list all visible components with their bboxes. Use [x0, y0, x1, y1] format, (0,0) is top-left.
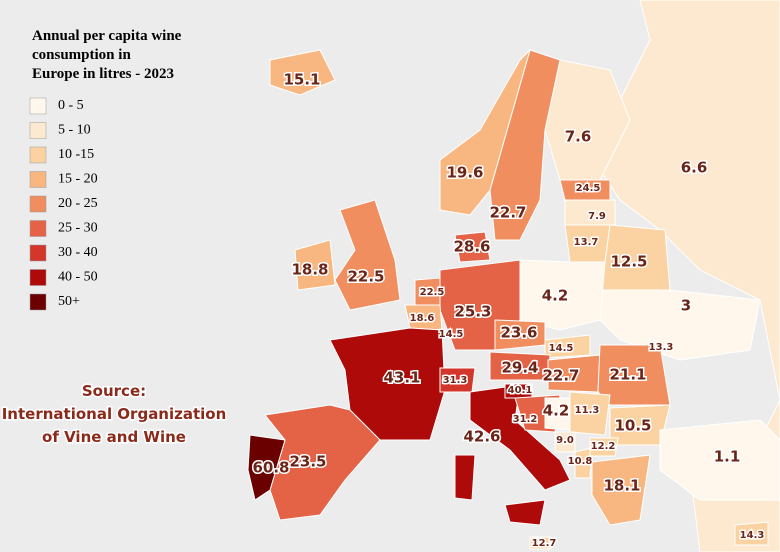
value-label: 24.5 — [576, 183, 601, 194]
title-line: consumption in — [32, 47, 131, 63]
value-label: 18.8 — [291, 261, 328, 279]
countries — [247, 0, 780, 552]
value-label: 6.6 — [681, 159, 708, 177]
north-macedonia — [589, 437, 619, 457]
value-label: 14.5 — [439, 329, 464, 340]
value-label: 31.3 — [443, 375, 468, 386]
legend-label: 25 - 30 — [58, 221, 98, 236]
value-label: 12.5 — [610, 253, 647, 271]
norway — [439, 48, 532, 216]
iceland — [269, 49, 336, 96]
value-label: 7.9 — [588, 211, 606, 222]
greece — [591, 454, 651, 526]
legend-swatch — [29, 195, 47, 213]
value-label: 18.1 — [603, 477, 640, 495]
legend-swatch — [29, 269, 47, 286]
source: Source: International Organization of Vi… — [0, 381, 228, 448]
title-line: Annual per capita wine — [32, 28, 182, 44]
source-line: International Organization — [2, 405, 227, 423]
romania — [597, 344, 671, 406]
value-label: 43.1 — [383, 369, 420, 387]
ireland — [294, 239, 336, 291]
value-label: 23.5 — [289, 453, 326, 471]
value-label: 23.6 — [500, 324, 537, 342]
value-label: 25.3 — [454, 303, 491, 321]
value-label: 10.8 — [568, 456, 593, 467]
value-label: 22.7 — [489, 204, 526, 222]
legend-swatch — [29, 220, 47, 237]
sicily — [504, 499, 546, 526]
value-label: 31.2 — [513, 414, 538, 425]
legend-label: 0 - 5 — [58, 98, 84, 113]
france — [329, 327, 446, 441]
title-line: Europe in litres - 2023 — [32, 66, 174, 82]
title: Annual per capita wine consumption in Eu… — [32, 28, 182, 82]
value-label: 28.6 — [453, 238, 490, 256]
legend-label: 20 - 25 — [58, 196, 98, 211]
value-label: 22.5 — [347, 268, 384, 286]
legend: 0 - 5 5 - 10 10 -15 15 - 20 20 - 25 25 - 30 30… — [29, 97, 98, 311]
legend-label: 15 - 20 — [58, 172, 98, 187]
turkey — [659, 419, 780, 501]
value-labels: 15.1 7.6 6.6 19.6 24.5 22.7 7.9 28.6 13.7 12.5 18.… — [251, 69, 766, 551]
uk — [334, 199, 401, 311]
value-label: 3 — [681, 297, 691, 315]
value-label: 21.1 — [609, 366, 646, 384]
cyprus — [734, 521, 769, 546]
value-label: 22.7 — [542, 367, 579, 385]
value-label: 15.1 — [283, 71, 320, 89]
value-label: 18.6 — [410, 313, 435, 324]
value-label: 12.2 — [591, 441, 616, 452]
legend-label: 30 - 40 — [58, 245, 98, 260]
legend-swatch — [29, 97, 47, 115]
value-label: 13.3 — [649, 342, 674, 353]
value-label: 4.2 — [543, 402, 570, 420]
ukraine — [599, 289, 761, 361]
legend-label: 40 - 50 — [58, 270, 98, 285]
value-label: 10.5 — [614, 417, 651, 435]
slovakia — [544, 334, 591, 359]
value-label: 9.0 — [556, 435, 574, 446]
legend-label: 10 -15 — [58, 147, 94, 162]
value-label: 13.7 — [574, 237, 599, 248]
sardinia — [454, 454, 476, 501]
legend-swatch — [29, 146, 47, 164]
value-label: 11.3 — [575, 405, 600, 416]
value-label: 19.6 — [446, 164, 483, 182]
legend-swatch — [29, 244, 47, 262]
legend-swatch — [29, 171, 47, 188]
value-label: 7.6 — [565, 128, 592, 146]
legend-swatch — [29, 293, 47, 311]
value-label: 40.1 — [508, 385, 533, 396]
value-label: 14.5 — [549, 343, 574, 354]
value-label: 22.5 — [420, 287, 445, 298]
malta — [529, 536, 551, 550]
value-label: 1.1 — [714, 448, 741, 466]
legend-swatch — [29, 122, 47, 139]
value-label: 12.7 — [532, 538, 557, 549]
source-line: Source: — [82, 382, 146, 400]
value-label: 60.8 — [252, 459, 289, 477]
value-label: 4.2 — [542, 287, 569, 305]
source-line: of Vine and Wine — [42, 428, 186, 446]
value-label: 29.4 — [501, 359, 538, 377]
legend-label: 50+ — [58, 294, 80, 309]
value-label: 42.6 — [463, 428, 500, 446]
denmark — [454, 231, 491, 263]
value-label: 14.3 — [740, 530, 765, 541]
albania — [574, 447, 593, 479]
portugal — [247, 434, 286, 501]
serbia — [569, 391, 611, 436]
legend-label: 5 - 10 — [58, 123, 91, 138]
